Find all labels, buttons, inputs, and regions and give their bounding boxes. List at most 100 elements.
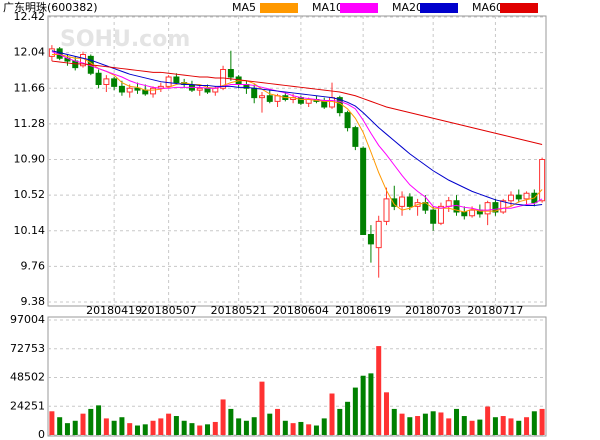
x-tick-label: 20180507 (141, 304, 197, 317)
volume-bar (500, 416, 506, 435)
volume-bar (422, 413, 428, 435)
volume-bar (236, 418, 242, 435)
legend-swatch (420, 3, 458, 13)
volume-bar (267, 413, 273, 435)
ma-line (51, 50, 543, 206)
volume-panel (47, 316, 547, 437)
volume-bar (119, 417, 125, 435)
candle-body (266, 95, 273, 102)
candle-body (220, 69, 227, 89)
y-tick-label: 12.04 (14, 46, 46, 59)
x-tick-label: 20180717 (467, 304, 523, 317)
volume-bar (352, 387, 358, 435)
candle-body (360, 147, 367, 235)
volume-bar (111, 420, 117, 435)
volume-bar (103, 418, 109, 435)
candle-body (367, 234, 374, 245)
x-tick-label: 20180419 (86, 304, 142, 317)
volume-bar (508, 418, 514, 435)
candle-body (204, 87, 211, 93)
legend-label: MA10 (312, 1, 343, 14)
y-tick-label: 10.52 (14, 188, 46, 201)
volume-bar (181, 420, 187, 435)
y-tick-label: 24251 (10, 399, 45, 412)
x-tick-label: 20180521 (211, 304, 267, 317)
volume-bar (454, 408, 460, 435)
legend-swatch (340, 3, 378, 13)
candle-body (251, 87, 258, 99)
candle-body (344, 112, 351, 129)
volume-bar (485, 406, 491, 435)
candle-body (258, 95, 265, 99)
candle-body (507, 194, 514, 202)
volume-bar (142, 424, 148, 435)
y-tick-label: 12.42 (14, 10, 46, 23)
y-tick-label: 48502 (10, 371, 45, 384)
volume-bar (80, 413, 86, 435)
volume-bar (524, 417, 530, 435)
candle-body (391, 198, 398, 207)
volume-bar (345, 401, 351, 435)
volume-bar (539, 408, 545, 435)
volume-bar (376, 346, 382, 435)
candle-body (297, 97, 304, 104)
y-tick-label: 10.90 (14, 153, 46, 166)
legend-label: MA5 (232, 1, 256, 14)
candle-body (118, 85, 125, 93)
volume-bar (49, 411, 55, 435)
volume-bar (337, 408, 343, 435)
volume-bar (72, 420, 78, 435)
candle-body (196, 87, 203, 91)
y-tick-label: 9.38 (21, 295, 46, 308)
candle-body (150, 87, 157, 95)
volume-bar (251, 417, 257, 435)
candle-body (445, 200, 452, 207)
candle-body (142, 89, 149, 95)
candle-body (500, 200, 507, 213)
y-tick-label: 97004 (10, 313, 45, 326)
candle-body (469, 209, 476, 217)
volume-bar (57, 417, 63, 435)
candle-body (539, 159, 546, 202)
candle-body (492, 202, 499, 213)
volume-bar (383, 392, 389, 435)
candle-body (523, 192, 530, 200)
volume-bar (469, 420, 475, 435)
volume-bar (368, 373, 374, 435)
volume-bar (446, 418, 452, 435)
volume-bar (64, 423, 70, 435)
volume-bar (275, 408, 281, 435)
watermark: SOHU.com (60, 27, 190, 52)
x-tick-label: 20180619 (335, 304, 391, 317)
volume-bar (290, 423, 296, 435)
volume-bar (166, 413, 172, 435)
candle-body (227, 69, 234, 78)
candle-body (134, 87, 141, 91)
volume-bar (127, 423, 133, 435)
volume-bar (88, 408, 94, 435)
volume-bar (205, 424, 211, 435)
volume-bar (516, 420, 522, 435)
volume-bar (96, 405, 102, 435)
legend-swatch (500, 3, 538, 13)
volume-bar (150, 420, 156, 435)
volume-bar (531, 411, 537, 435)
candle-body (212, 87, 219, 93)
volume-bar (313, 425, 319, 435)
y-tick-label: 0 (38, 428, 45, 440)
candle-body (484, 202, 491, 215)
candle-body (430, 209, 437, 224)
y-tick-label: 9.76 (21, 259, 46, 272)
candle-body (375, 220, 382, 249)
candle-body (329, 97, 336, 108)
volume-bar (259, 381, 265, 435)
candle-body (406, 196, 413, 207)
volume-bar (298, 421, 304, 435)
volume-bar (407, 417, 413, 435)
candle-body (165, 76, 172, 87)
ma-line (51, 54, 543, 213)
volume-bar (360, 375, 366, 435)
x-tick-label: 20180604 (273, 304, 329, 317)
candle-body (515, 194, 522, 200)
